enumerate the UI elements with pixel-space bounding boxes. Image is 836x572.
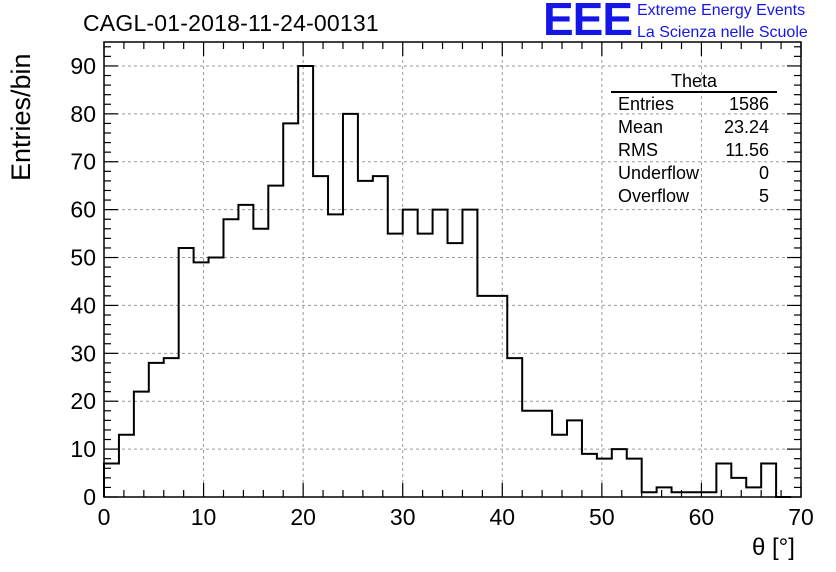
stats-row: RMS 11.56 <box>611 139 777 162</box>
logo-line-2: La Scienza nelle Scuole <box>637 24 808 41</box>
stats-value: 5 <box>758 186 769 206</box>
x-tick-label: 20 <box>290 504 316 530</box>
y-tick-label: 50 <box>70 245 96 271</box>
logo-line-1: Extreme Energy Events <box>637 2 806 19</box>
stats-box: Theta Entries 1586 Mean 23.24 RMS 11.56 Und… <box>611 71 777 208</box>
y-tick-label: 80 <box>70 101 96 127</box>
x-tick-label: 30 <box>390 504 416 530</box>
stats-label: Mean <box>618 117 664 137</box>
x-tick-label: 0 <box>98 504 111 530</box>
eee-logo-mark: EEE <box>543 0 633 45</box>
x-tick-label: 60 <box>689 504 715 530</box>
stats-label: Entries <box>618 94 675 114</box>
x-axis-label: θ [°] <box>752 534 795 561</box>
x-tick-label: 40 <box>489 504 515 530</box>
stats-value: 1586 <box>728 94 769 114</box>
x-tick-label: 50 <box>589 504 615 530</box>
stats-value: 23.24 <box>723 117 769 137</box>
stats-row: Overflow 5 <box>611 185 777 208</box>
x-tick-label: 10 <box>191 504 217 530</box>
y-axis-label: Entries/bin <box>6 53 36 181</box>
y-tick-label: 70 <box>70 149 96 175</box>
y-tick-label: 0 <box>83 484 96 510</box>
y-tick-label: 20 <box>70 388 96 414</box>
stats-label: Overflow <box>618 186 690 206</box>
stats-name: Theta <box>611 71 777 93</box>
stats-row: Entries 1586 <box>611 93 777 116</box>
grid-lines <box>104 42 801 497</box>
stats-label: RMS <box>618 140 658 160</box>
chart-title: CAGL-01-2018-11-24-00131 <box>83 10 379 36</box>
stats-value: 0 <box>758 163 769 183</box>
y-tick-label: 90 <box>70 53 96 79</box>
stats-value: 11.56 <box>725 140 769 160</box>
stats-row: Underflow 0 <box>611 162 777 185</box>
y-tick-label: 30 <box>70 340 96 366</box>
stats-label: Underflow <box>618 163 700 183</box>
axis-ticks <box>103 42 802 498</box>
plot-frame <box>103 41 802 498</box>
histogram-series <box>103 64 792 498</box>
y-tick-label: 10 <box>70 436 96 462</box>
y-tick-label: 40 <box>70 292 96 318</box>
y-tick-label: 60 <box>70 197 96 223</box>
stats-row: Mean 23.24 <box>611 116 777 139</box>
x-tick-label: 70 <box>788 504 814 530</box>
